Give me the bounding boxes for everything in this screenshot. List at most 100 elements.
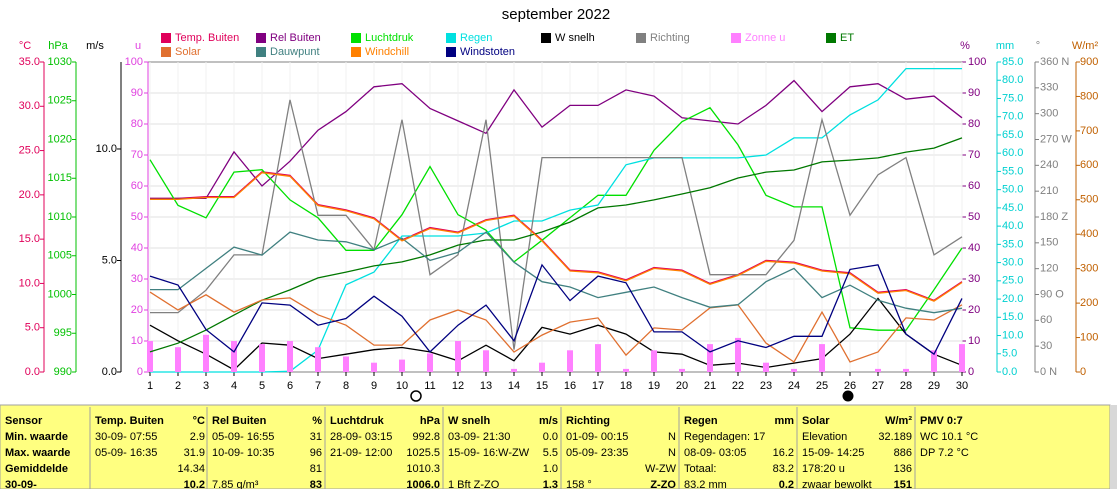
y-tick-label: 20.0 [19,189,40,201]
cell-right: 96 [310,447,322,459]
cell-right: 1.0 [543,463,558,475]
cell-right: 992.8 [412,431,440,443]
y-tick-label: 990 [54,366,72,378]
y-tick-label: 50 [131,211,143,223]
y-tick-label: 70 [968,149,980,161]
cell-left: 7.85 g/m³ [212,479,259,489]
x-tick-label: 22 [732,380,744,392]
axis-unit: ° [1036,40,1040,52]
column-header: Luchtdruk [330,415,385,427]
y-tick-label: 10.0 [96,143,117,155]
cell-right: 32.189 [878,431,912,443]
cell-right: 0.2 [779,479,794,489]
y-tick-label: 50.0 [1002,184,1023,196]
y-tick-label: 20.0 [1002,293,1023,305]
column-header: Solar [802,415,830,427]
y-tick-label: 40 [968,242,980,254]
y-tick-label: 60 [968,180,980,192]
y-tick-label: 50 [968,211,980,223]
series-line [150,172,963,302]
x-tick-label: 3 [203,380,209,392]
y-tick-label: 0 [137,366,143,378]
series-line [150,79,963,200]
y-tick-label: 90 [131,87,143,99]
cell-left: Regendagen: 17 [684,431,765,443]
legend-label: Temp. Buiten [175,32,239,44]
legend-label: W snelh [555,32,595,44]
cell-left: DP 7.2 °C [920,447,969,459]
legend-label: Zonne u [745,32,785,44]
axis-unit: hPa [48,40,68,52]
x-tick-label: 14 [508,380,520,392]
y-tick-label: 15.0 [1002,311,1023,323]
marks [147,67,965,373]
grid: °C0.05.010.015.020.025.030.035.0hPa99099… [19,32,1099,392]
legend-label: Windchill [365,46,409,58]
cell-left: 178:20 u [802,463,845,475]
sun-hours-bar [315,347,321,372]
cell-left: 01-09- 00:15 [566,431,628,443]
y-tick-label: 0 N [1040,366,1057,378]
legend-label: Regen [460,32,492,44]
legend-swatch [256,47,266,57]
sun-hours-bar [959,344,965,372]
sun-hours-bar [343,356,349,372]
cell-left: 05-09- 16:35 [95,447,157,459]
cell-left: 08-09- 03:05 [684,447,746,459]
axis-unit: °C [19,40,31,52]
cell-right: N [668,431,676,443]
y-tick-label: 90 O [1040,288,1064,300]
column-header: Regen [684,415,718,427]
x-tick-label: 25 [816,380,828,392]
legend-label: Luchtdruk [365,32,414,44]
series-line [149,106,963,331]
legend-swatch [826,33,836,43]
column-header: PMV 0:7 [920,415,963,427]
cell-left: 05-09- 23:35 [566,447,628,459]
x-tick-label: 28 [900,380,912,392]
y-tick-label: 1025 [48,95,72,107]
cell-left: 28-09- 03:15 [330,431,392,443]
series-line [149,263,963,356]
cell-left: 30-09- 07:55 [95,431,157,443]
axis-unit: % [960,40,970,52]
sun-hours-bar [539,362,545,372]
x-tick-label: 20 [676,380,688,392]
x-tick-label: 16 [564,380,576,392]
sun-hours-bar [455,341,461,372]
axis-unit: m/s [86,40,104,52]
y-tick-label: 700 [1080,125,1098,137]
y-tick-label: 85.0 [1002,56,1023,68]
cell-left: Max. waarde [5,447,70,459]
column-unit: °C [193,415,205,427]
sun-hours-bar [399,359,405,372]
y-tick-label: 0.0 [102,366,117,378]
y-tick-label: 0.0 [1002,366,1017,378]
cell-left: zwaar bewolkt [802,479,872,489]
sun-hours-bar [175,347,181,372]
legend-swatch [351,33,361,43]
y-tick-label: 10 [131,335,143,347]
cell-left: 05-09- 16:55 [212,431,274,443]
column-unit: hPa [420,415,441,427]
sun-hours-bar [791,368,797,372]
legend-swatch [731,33,741,43]
y-tick-label: 400 [1080,228,1098,240]
cell-right: 1.3 [543,479,558,489]
cell-left: 30-09- [5,479,37,489]
sun-hours-bar [567,350,573,372]
y-tick-label: 1005 [48,250,72,262]
cell-right: 31.9 [184,447,205,459]
y-tick-label: 75.0 [1002,92,1023,104]
y-tick-label: 150 [1040,237,1058,249]
summary-table: Sensor Min. waarde Max. waarde Gemiddelde 30… [5,407,978,489]
column-unit: W/m² [885,415,912,427]
y-tick-label: 35.0 [19,56,40,68]
x-tick-label: 30 [956,380,968,392]
y-tick-label: 5.0 [25,322,40,334]
x-tick-label: 23 [760,380,772,392]
column-header: Richting [566,415,610,427]
y-tick-label: 40.0 [1002,220,1023,232]
x-tick-label: 13 [480,380,492,392]
